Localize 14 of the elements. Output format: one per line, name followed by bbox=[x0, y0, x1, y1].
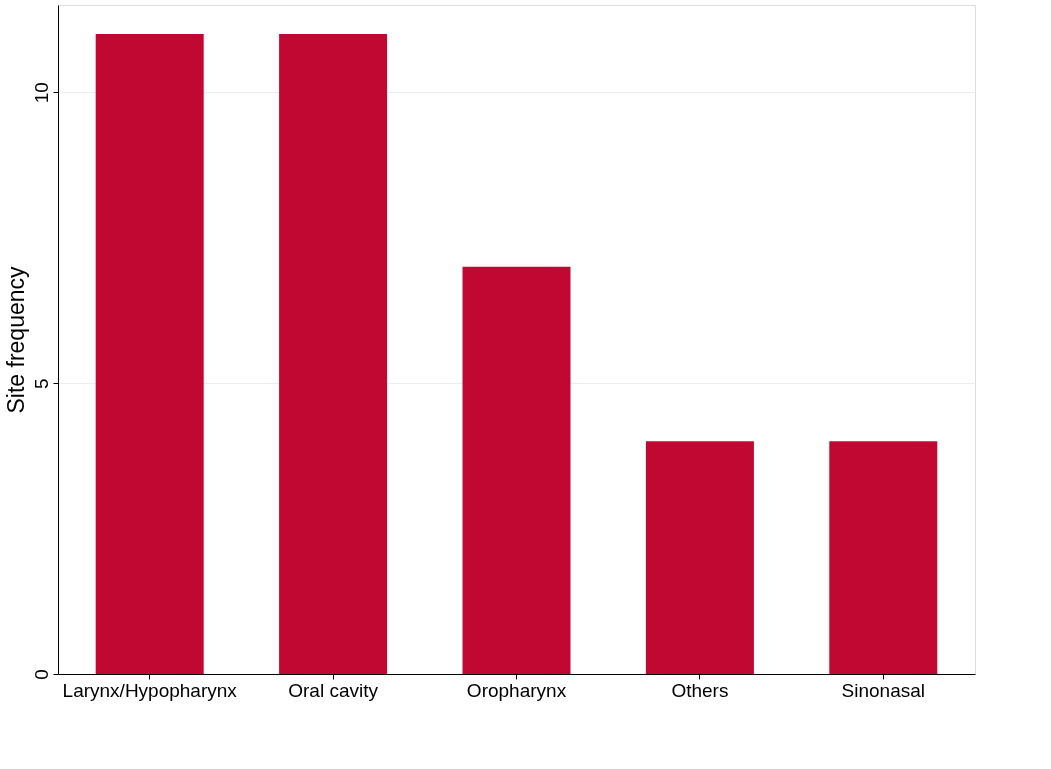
x-tick-label: Sinonasal bbox=[841, 679, 926, 701]
bar bbox=[829, 441, 938, 674]
y-tick-label: 5 bbox=[30, 378, 52, 389]
x-tick-label: Larynx/Hypopharynx bbox=[62, 679, 238, 701]
x-tick-label: Oropharynx bbox=[466, 679, 567, 701]
bar bbox=[95, 34, 204, 674]
x-tick-label: Others bbox=[671, 679, 729, 701]
bar bbox=[462, 266, 571, 674]
y-tick-label: 10 bbox=[30, 82, 52, 104]
bar bbox=[279, 34, 388, 674]
bar bbox=[645, 441, 754, 674]
y-tick-label: 0 bbox=[30, 669, 52, 680]
y-axis-title: Site frequency bbox=[2, 265, 29, 414]
x-tick-label: Oral cavity bbox=[288, 679, 379, 701]
